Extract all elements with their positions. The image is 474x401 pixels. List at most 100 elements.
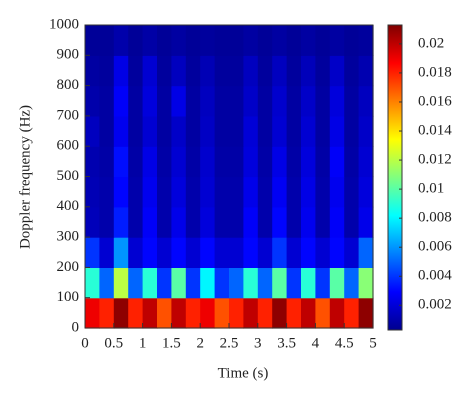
- heat-cell: [185, 237, 201, 268]
- heat-cell: [229, 176, 244, 208]
- heat-cell: [214, 297, 230, 329]
- x-tick-label: 0: [81, 335, 89, 351]
- heat-cell: [113, 146, 129, 178]
- heat-cell: [272, 115, 288, 147]
- heat-cell: [229, 267, 244, 299]
- heat-cell: [171, 206, 187, 238]
- heat-cell: [272, 55, 288, 87]
- heat-cell: [142, 146, 158, 178]
- heat-cell: [157, 206, 172, 238]
- heat-cell: [301, 55, 316, 87]
- heat-cell: [185, 176, 201, 208]
- heat-cell: [358, 206, 374, 238]
- heat-cell: [113, 267, 129, 299]
- heat-cell: [185, 85, 201, 117]
- heat-cell: [128, 297, 144, 329]
- heat-cell: [301, 25, 316, 56]
- heat-cell: [113, 115, 129, 147]
- heat-cell: [315, 55, 331, 87]
- heat-cell: [214, 237, 230, 268]
- heat-cell: [344, 55, 360, 87]
- heat-cell: [315, 237, 331, 268]
- heat-cell: [200, 115, 216, 147]
- heat-cell: [358, 55, 374, 87]
- heat-cell: [99, 206, 115, 238]
- heat-cell: [301, 85, 316, 117]
- heat-cell: [329, 55, 345, 87]
- heat-cell: [344, 267, 360, 299]
- heat-cell: [157, 115, 172, 147]
- heat-cell: [85, 55, 100, 87]
- x-tick-label: 4.5: [335, 335, 354, 351]
- colorbar-tick-label: 0.006: [418, 239, 452, 255]
- heat-cell: [243, 206, 259, 238]
- x-tick-label: 4: [312, 335, 320, 351]
- heat-cell: [99, 25, 115, 56]
- heat-cell: [257, 297, 273, 329]
- heat-cell: [214, 146, 230, 178]
- heat-cell: [128, 55, 144, 87]
- heat-cell: [301, 267, 316, 299]
- heat-cell: [128, 267, 144, 299]
- heat-cell: [171, 297, 187, 329]
- heat-cell: [128, 206, 144, 238]
- heat-cell: [329, 267, 345, 299]
- heat-cell: [257, 115, 273, 147]
- heat-cell: [85, 176, 100, 208]
- heat-cell: [99, 115, 115, 147]
- heat-cell: [229, 55, 244, 87]
- heat-cell: [142, 85, 158, 117]
- heat-cell: [344, 176, 360, 208]
- heat-cell: [286, 176, 302, 208]
- heat-cell: [272, 85, 288, 117]
- heat-cell: [358, 176, 374, 208]
- y-tick-label: 600: [57, 138, 80, 154]
- heat-cell: [229, 297, 244, 329]
- heat-cell: [286, 206, 302, 238]
- heat-cell: [315, 115, 331, 147]
- heat-cell: [344, 25, 360, 56]
- heat-cell: [286, 146, 302, 178]
- heat-cell: [185, 55, 201, 87]
- colorbar-tick-label: 0.016: [418, 93, 452, 109]
- heat-cell: [358, 237, 374, 268]
- heat-cell: [329, 115, 345, 147]
- heat-cell: [185, 146, 201, 178]
- heat-cell: [85, 267, 100, 299]
- heat-cell: [171, 176, 187, 208]
- heat-cell: [200, 55, 216, 87]
- y-tick-label: 500: [57, 168, 80, 184]
- colorbar-tick-label: 0.018: [418, 64, 452, 80]
- heat-cell: [142, 55, 158, 87]
- heat-cell: [214, 176, 230, 208]
- heat-cell: [171, 267, 187, 299]
- heat-cell: [214, 55, 230, 87]
- heat-cell: [315, 25, 331, 56]
- colorbar-tick-label: 0.014: [418, 122, 452, 138]
- x-tick-label: 1.5: [162, 335, 181, 351]
- heat-cell: [85, 85, 100, 117]
- heat-cell: [157, 146, 172, 178]
- y-tick-label: 900: [57, 47, 80, 63]
- heat-cell: [157, 267, 172, 299]
- heat-cell: [243, 297, 259, 329]
- heat-cell: [113, 206, 129, 238]
- heat-cell: [257, 176, 273, 208]
- y-tick-label: 1000: [49, 16, 79, 32]
- y-tick-label: 300: [57, 229, 80, 245]
- heat-cell: [358, 146, 374, 178]
- heat-cell: [243, 115, 259, 147]
- heat-cell: [315, 267, 331, 299]
- colorbar-tick-label: 0.002: [418, 297, 452, 313]
- heat-cell: [286, 237, 302, 268]
- heat-cell: [85, 237, 100, 268]
- heat-cell: [142, 267, 158, 299]
- heat-cell: [99, 55, 115, 87]
- heat-cell: [286, 25, 302, 56]
- heat-cell: [99, 297, 115, 329]
- heat-cell: [344, 237, 360, 268]
- heat-cell: [229, 206, 244, 238]
- heat-cell: [243, 55, 259, 87]
- heat-cell: [214, 85, 230, 117]
- heat-cell: [214, 25, 230, 56]
